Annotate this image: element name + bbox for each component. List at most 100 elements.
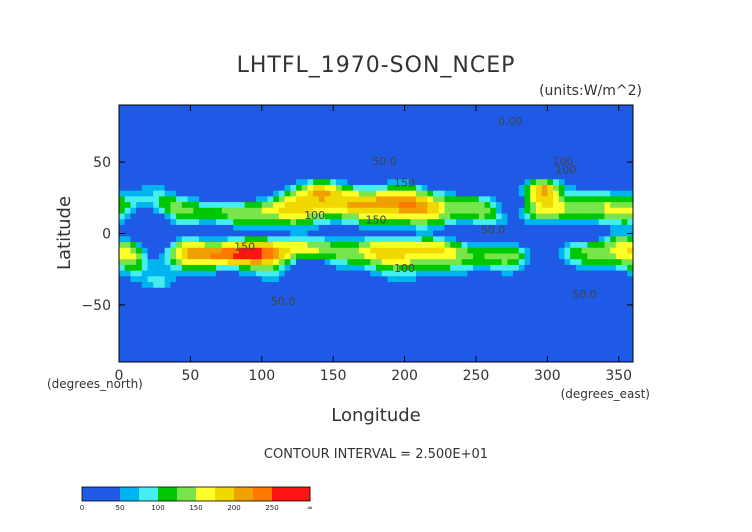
field-cell [158,304,166,312]
field-cell [330,230,337,237]
field-cell [136,253,143,260]
field-cell [621,207,628,215]
field-cell [381,190,389,197]
field-cell [530,139,537,146]
field-cell [376,304,383,312]
field-cell [164,105,171,112]
field-cell [421,144,428,152]
field-cell [376,276,383,283]
field-cell [558,133,566,140]
field-cell [170,242,177,249]
field-cell [210,190,217,197]
field-cell [364,316,371,323]
field-cell [558,299,566,306]
field-cell [450,230,457,237]
field-cell [495,247,503,255]
field-cell [233,293,240,300]
field-cell [216,224,223,232]
field-cell [307,116,314,123]
field-cell [227,202,234,209]
field-cell [621,310,628,317]
field-cell [501,310,508,317]
field-cell [507,105,514,112]
field-cell [261,327,269,335]
field-cell [204,202,211,209]
field-cell [296,327,303,335]
field-cell [273,293,280,300]
field-cell [415,219,423,226]
field-cell [130,333,137,340]
field-cell [415,207,423,215]
field-cell [130,242,137,249]
field-cell [461,344,468,352]
field-cell [358,293,366,300]
field-cell [627,173,633,180]
field-cell [421,287,428,295]
field-cell [330,276,337,283]
field-cell [438,333,446,340]
field-cell [484,156,491,163]
field-cell [484,110,491,118]
field-cell [547,173,554,180]
field-cell [427,184,434,192]
contour-label: 150 [394,176,415,189]
field-cell [524,316,531,323]
field-cell [313,276,320,283]
field-cell [575,242,583,249]
field-cell [238,247,246,255]
field-cell [438,276,446,283]
field-cell [296,173,303,180]
field-cell [553,173,560,180]
field-cell [324,264,331,272]
field-cell [541,207,548,215]
field-cell [130,339,137,346]
field-cell [181,122,189,129]
field-cell [604,356,611,362]
field-cell [290,282,297,289]
field-cell [553,156,560,163]
field-cell [278,133,286,140]
field-cell [290,287,297,295]
field-cell [136,247,143,255]
field-cell [553,333,560,340]
field-cell [153,213,160,220]
field-cell [181,316,189,323]
field-cell [273,105,280,112]
field-cell [187,133,194,140]
field-cell [210,230,217,237]
field-cell [358,156,366,163]
field-cell [467,356,474,362]
field-cell [284,282,291,289]
field-cell [358,242,366,249]
field-cell [593,304,600,312]
field-cell [164,162,171,169]
field-cell [621,224,628,232]
field-cell [233,327,240,335]
field-cell [267,287,274,295]
field-cell [278,207,286,215]
field-cell [358,219,366,226]
field-cell [198,196,206,203]
field-cell [353,190,360,197]
field-cell [598,299,606,306]
field-cell [130,253,137,260]
field-cell [313,327,320,335]
field-row [119,299,633,306]
field-cell [153,184,160,192]
field-cell [547,162,554,169]
field-cell [433,276,440,283]
field-cell [216,156,223,163]
field-cell [198,333,206,340]
field-cell [244,139,251,146]
field-cell [455,110,463,118]
field-cell [210,253,217,260]
field-cell [490,110,497,118]
field-cell [181,350,189,357]
field-cell [238,339,246,346]
field-cell [541,110,548,118]
field-cell [233,276,240,283]
field-cell [381,327,389,335]
field-cell [501,282,508,289]
field-cell [176,327,183,335]
colorbar: 0 50 100 150 200 250 ∞ [80,486,313,512]
